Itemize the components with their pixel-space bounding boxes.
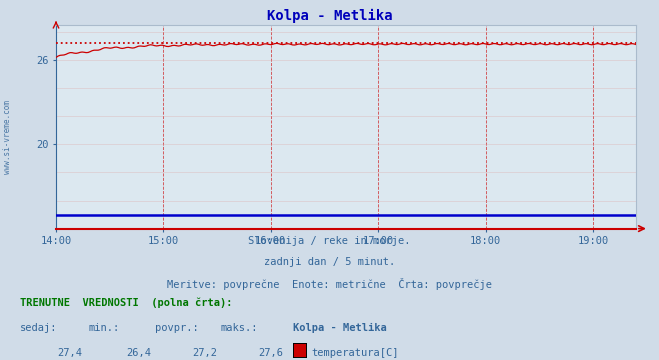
Text: povpr.:: povpr.: [155,323,198,333]
Text: temperatura[C]: temperatura[C] [312,348,399,358]
Text: zadnji dan / 5 minut.: zadnji dan / 5 minut. [264,257,395,267]
Text: maks.:: maks.: [221,323,258,333]
Text: min.:: min.: [89,323,120,333]
Text: TRENUTNE  VREDNOSTI  (polna črta):: TRENUTNE VREDNOSTI (polna črta): [20,297,232,307]
Text: 26,4: 26,4 [127,348,152,358]
Text: Meritve: povprečne  Enote: metrične  Črta: povprečje: Meritve: povprečne Enote: metrične Črta:… [167,278,492,289]
Text: sedaj:: sedaj: [20,323,57,333]
Text: 27,2: 27,2 [192,348,217,358]
Text: Slovenija / reke in morje.: Slovenija / reke in morje. [248,236,411,246]
Text: Kolpa - Metlika: Kolpa - Metlika [267,9,392,23]
Text: 27,6: 27,6 [258,348,283,358]
Text: www.si-vreme.com: www.si-vreme.com [3,100,13,174]
Text: 27,4: 27,4 [57,348,82,358]
Text: Kolpa - Metlika: Kolpa - Metlika [293,323,387,333]
